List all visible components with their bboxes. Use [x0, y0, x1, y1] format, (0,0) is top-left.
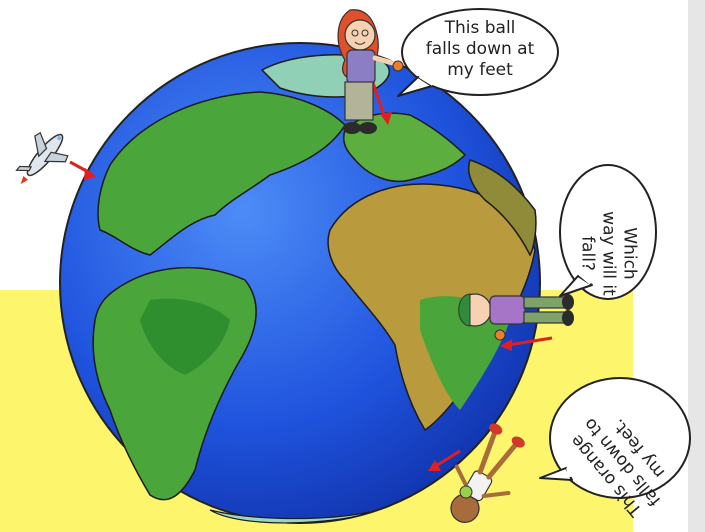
speech-bubble-top [397, 8, 559, 97]
north-america [97, 91, 346, 256]
right-bubble-line-3: fall? [577, 236, 598, 271]
earth-globe [59, 42, 541, 524]
central-africa-vegetation [420, 296, 510, 410]
middle-east [468, 159, 537, 257]
tennis-ball-icon [459, 485, 473, 499]
player-figure [450, 423, 525, 523]
airplane-icon [15, 131, 69, 185]
girl-figure [337, 9, 404, 134]
right-bubble-line-1: Which [619, 227, 640, 280]
plane-arrow-head [84, 168, 96, 180]
boy-arrow-head [500, 339, 512, 351]
top-bubble-line-2: falls down at [425, 39, 535, 59]
orange-icon [494, 329, 506, 341]
top-bubble-line-1: This ball [444, 18, 516, 38]
player-arrow [433, 449, 461, 469]
ball-icon [392, 60, 404, 72]
player-arrow-head [428, 460, 441, 471]
antarctica [209, 509, 371, 524]
speech-bubble-bottom [539, 377, 691, 499]
boy-arrow [507, 336, 553, 347]
gravity-arrows [69, 82, 553, 471]
side-margin [688, 0, 705, 532]
speech-bubble-right [559, 164, 657, 300]
boy-figure [458, 293, 574, 341]
girl-ball-arrow-head [380, 112, 392, 125]
amazon-forest [140, 298, 230, 375]
girl-ball-arrow [371, 82, 387, 119]
top-bubble-line-3: my feet [447, 60, 513, 80]
right-bubble-text: Which way will it fall? [577, 199, 640, 309]
right-bubble-line-2: way will it [598, 211, 619, 296]
top-bubble-text: This ball falls down at my feet [405, 18, 555, 81]
